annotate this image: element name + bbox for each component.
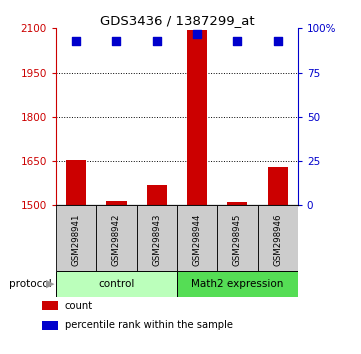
Title: GDS3436 / 1387299_at: GDS3436 / 1387299_at [100,14,254,27]
Bar [56,205,96,271]
Point [235,38,240,44]
Text: protocol: protocol [9,279,52,289]
Bar [42,302,58,310]
Text: GSM298945: GSM298945 [233,213,242,266]
Point [275,38,280,44]
Bar [268,167,288,205]
Bar [136,205,177,271]
Point [73,38,79,44]
Text: GSM298942: GSM298942 [112,213,121,266]
Bar [257,205,298,271]
Point [114,38,119,44]
Text: control: control [98,279,135,289]
Text: ▶: ▶ [45,279,54,289]
Text: Math2 expression: Math2 expression [191,279,283,289]
Point [154,38,160,44]
Text: GSM298941: GSM298941 [71,213,81,266]
Bar [42,321,58,330]
Bar [177,205,217,271]
Point [194,31,200,36]
Bar [217,205,257,271]
Text: percentile rank within the sample: percentile rank within the sample [65,320,232,330]
Bar [96,205,136,271]
Text: GSM298944: GSM298944 [192,213,201,266]
Bar [187,30,207,205]
Bar [147,185,167,205]
Text: GSM298946: GSM298946 [273,213,282,266]
Bar [106,201,126,205]
Bar [56,271,177,297]
Bar [66,160,86,205]
Bar [227,202,247,205]
Text: GSM298943: GSM298943 [152,213,161,266]
Text: count: count [65,301,93,311]
Bar [177,271,298,297]
